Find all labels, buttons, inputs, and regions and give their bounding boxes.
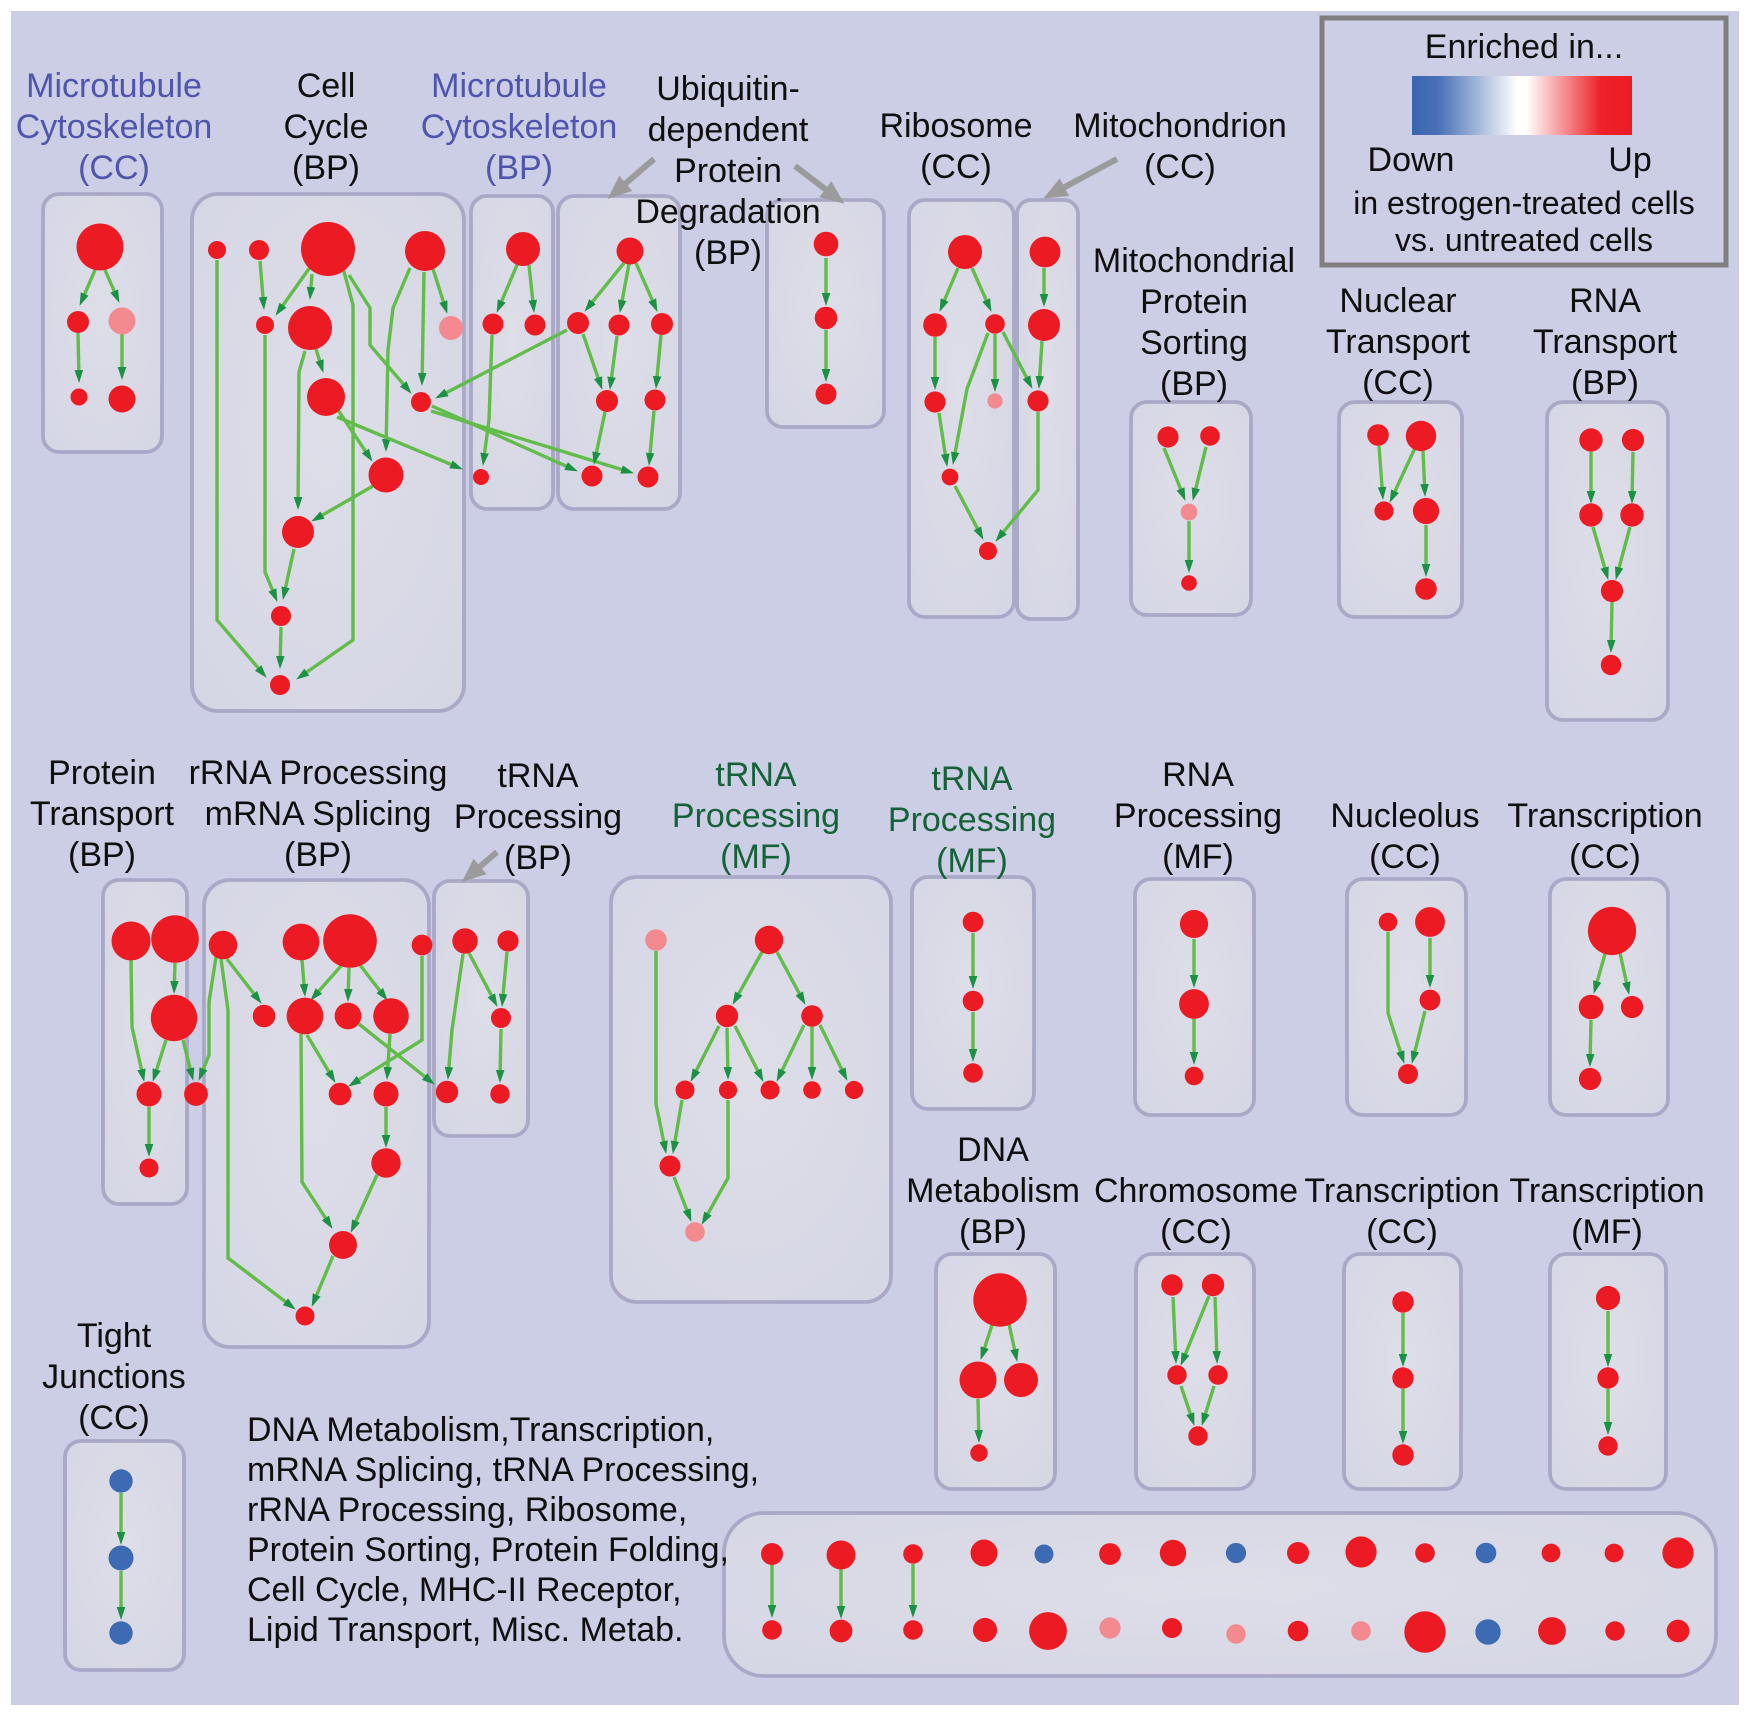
- svg-text:Chromosome(CC): Chromosome (CC): [1094, 1172, 1298, 1251]
- svg-text:Down: Down: [1368, 141, 1455, 179]
- svg-text:vs. untreated cells: vs. untreated cells: [1395, 222, 1653, 258]
- svg-text:Transcription(CC): Transcription (CC): [1304, 1172, 1499, 1251]
- svg-text:in estrogen-treated cells: in estrogen-treated cells: [1353, 185, 1695, 221]
- svg-text:Transcription(CC): Transcription (CC): [1507, 797, 1702, 876]
- svg-text:Mitochondrion(CC): Mitochondrion (CC): [1073, 107, 1287, 186]
- svg-text:Up: Up: [1608, 141, 1651, 179]
- svg-text:Ribosome(CC): Ribosome (CC): [879, 107, 1032, 186]
- svg-text:DNA Metabolism,Transcription,m: DNA Metabolism,Transcription, mRNA Splici…: [247, 1411, 759, 1649]
- svg-text:Nucleolus(CC): Nucleolus (CC): [1330, 797, 1479, 876]
- svg-text:Transcription(MF): Transcription (MF): [1509, 1172, 1704, 1251]
- svg-text:Enriched in...: Enriched in...: [1425, 28, 1623, 66]
